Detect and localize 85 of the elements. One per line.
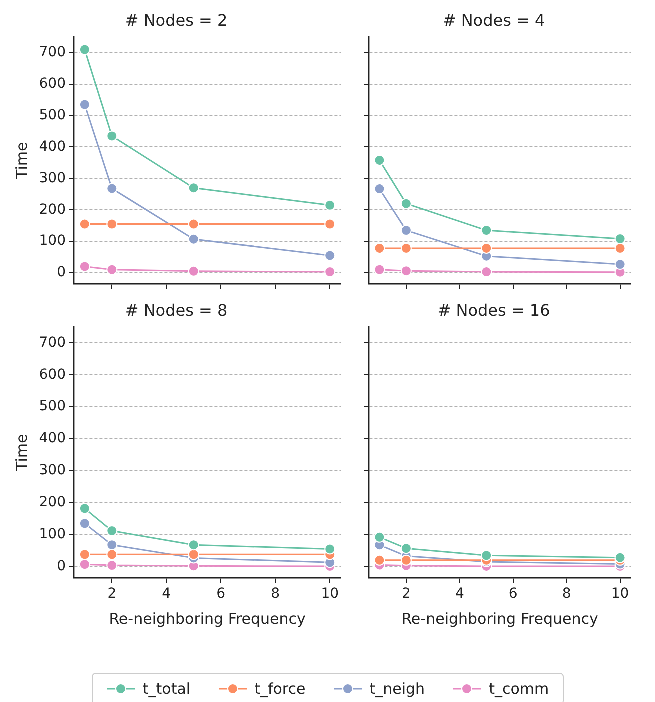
x-tick-label: 6 <box>508 586 518 602</box>
point <box>614 259 626 270</box>
y-tick-label: 700 <box>39 44 66 61</box>
point <box>79 99 90 110</box>
point <box>481 225 492 236</box>
point <box>106 560 118 572</box>
x-tick-label: 2 <box>108 586 117 602</box>
point <box>481 242 492 254</box>
x-tick-label: 6 <box>216 586 226 602</box>
point <box>400 242 412 254</box>
point <box>188 182 200 194</box>
legend-label: t_neigh <box>370 680 426 698</box>
y-tick-label: 200 <box>39 202 66 218</box>
point <box>188 266 200 277</box>
point <box>374 532 386 543</box>
point <box>79 218 90 230</box>
point <box>374 242 386 254</box>
point <box>400 543 412 554</box>
point <box>324 266 336 278</box>
point <box>188 540 200 551</box>
point <box>374 264 386 276</box>
y-axis-title: Time <box>12 434 31 472</box>
point <box>106 264 118 276</box>
point <box>614 234 626 245</box>
point <box>481 266 492 278</box>
point <box>374 184 386 195</box>
point <box>614 242 626 254</box>
point <box>400 554 412 566</box>
point <box>324 200 336 211</box>
legend-label: t_comm <box>489 680 550 698</box>
point <box>106 549 118 560</box>
point <box>374 554 386 566</box>
y-tick-label: 400 <box>39 430 66 447</box>
point <box>400 198 412 210</box>
point <box>79 261 90 272</box>
chart-title: # Nodes = 16 <box>438 300 550 320</box>
point <box>79 559 90 570</box>
x-tick-label: 10 <box>321 586 340 602</box>
x-tick-label: 8 <box>562 586 572 602</box>
x-tick-label: 4 <box>162 586 172 602</box>
y-tick-label: 0 <box>57 558 66 574</box>
legend-label: t_force <box>254 680 306 698</box>
point <box>106 130 118 142</box>
y-tick-label: 300 <box>39 170 66 186</box>
x-axis-title: Re-neighboring Frequency <box>109 610 306 628</box>
y-tick-label: 400 <box>39 138 66 155</box>
point <box>188 549 200 560</box>
y-tick-label: 200 <box>39 494 66 511</box>
point <box>106 540 118 551</box>
point <box>614 552 626 564</box>
y-tick-label: 0 <box>57 264 66 281</box>
point <box>106 526 118 537</box>
y-tick-label: 700 <box>39 334 66 351</box>
chart-title: # Nodes = 8 <box>125 300 228 320</box>
x-axis-title: Re-neighboring Frequency <box>402 610 598 628</box>
point <box>400 225 412 236</box>
point <box>324 218 336 230</box>
point <box>106 218 118 230</box>
y-tick-label: 100 <box>39 526 66 543</box>
legend-label: t_total <box>142 680 191 698</box>
y-tick-label: 500 <box>39 398 66 415</box>
point <box>79 503 90 514</box>
x-tick-label: 2 <box>402 586 411 602</box>
x-tick-label: 4 <box>455 586 464 602</box>
y-tick-label: 500 <box>39 107 66 124</box>
y-tick-label: 600 <box>39 366 66 383</box>
y-tick-label: 100 <box>39 233 66 250</box>
point <box>481 550 492 562</box>
y-axis-title: Time <box>12 142 31 180</box>
point <box>374 154 386 166</box>
x-tick-label: 10 <box>611 586 630 602</box>
point <box>79 549 90 560</box>
chart-title: # Nodes = 4 <box>442 10 546 30</box>
y-tick-label: 600 <box>39 76 66 92</box>
point <box>79 44 90 56</box>
x-tick-label: 8 <box>271 586 280 602</box>
point <box>106 183 118 194</box>
point <box>188 218 200 230</box>
y-tick-label: 300 <box>39 462 66 479</box>
point <box>324 544 336 555</box>
point <box>324 250 336 262</box>
point <box>79 518 90 530</box>
point <box>400 266 412 277</box>
chart-title: # Nodes = 2 <box>125 10 228 30</box>
point <box>188 234 200 245</box>
